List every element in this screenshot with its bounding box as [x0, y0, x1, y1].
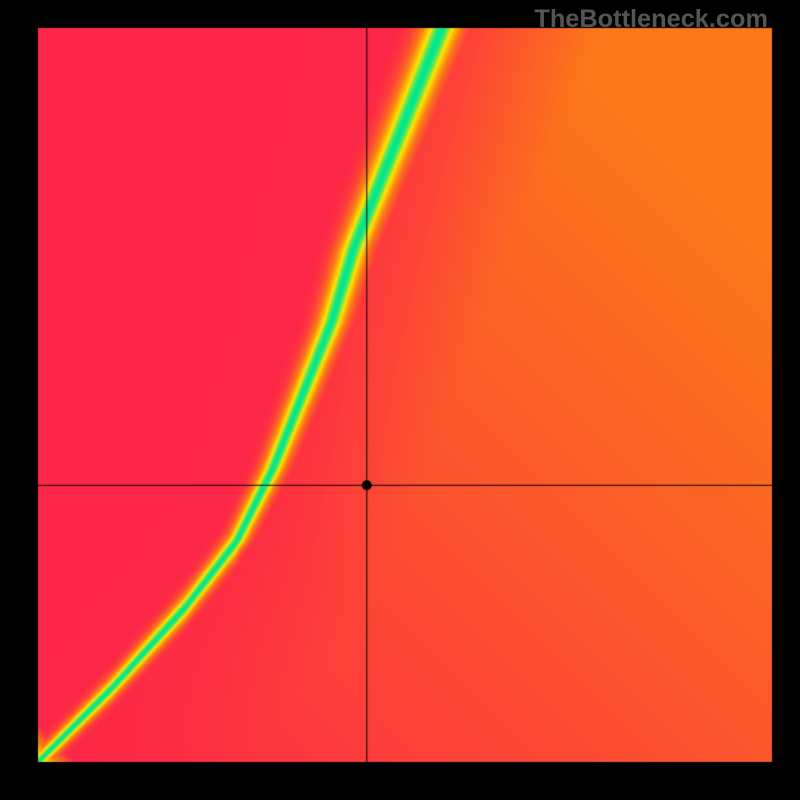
- watermark-text: TheBottleneck.com: [534, 5, 768, 34]
- bottleneck-heatmap: [0, 0, 800, 800]
